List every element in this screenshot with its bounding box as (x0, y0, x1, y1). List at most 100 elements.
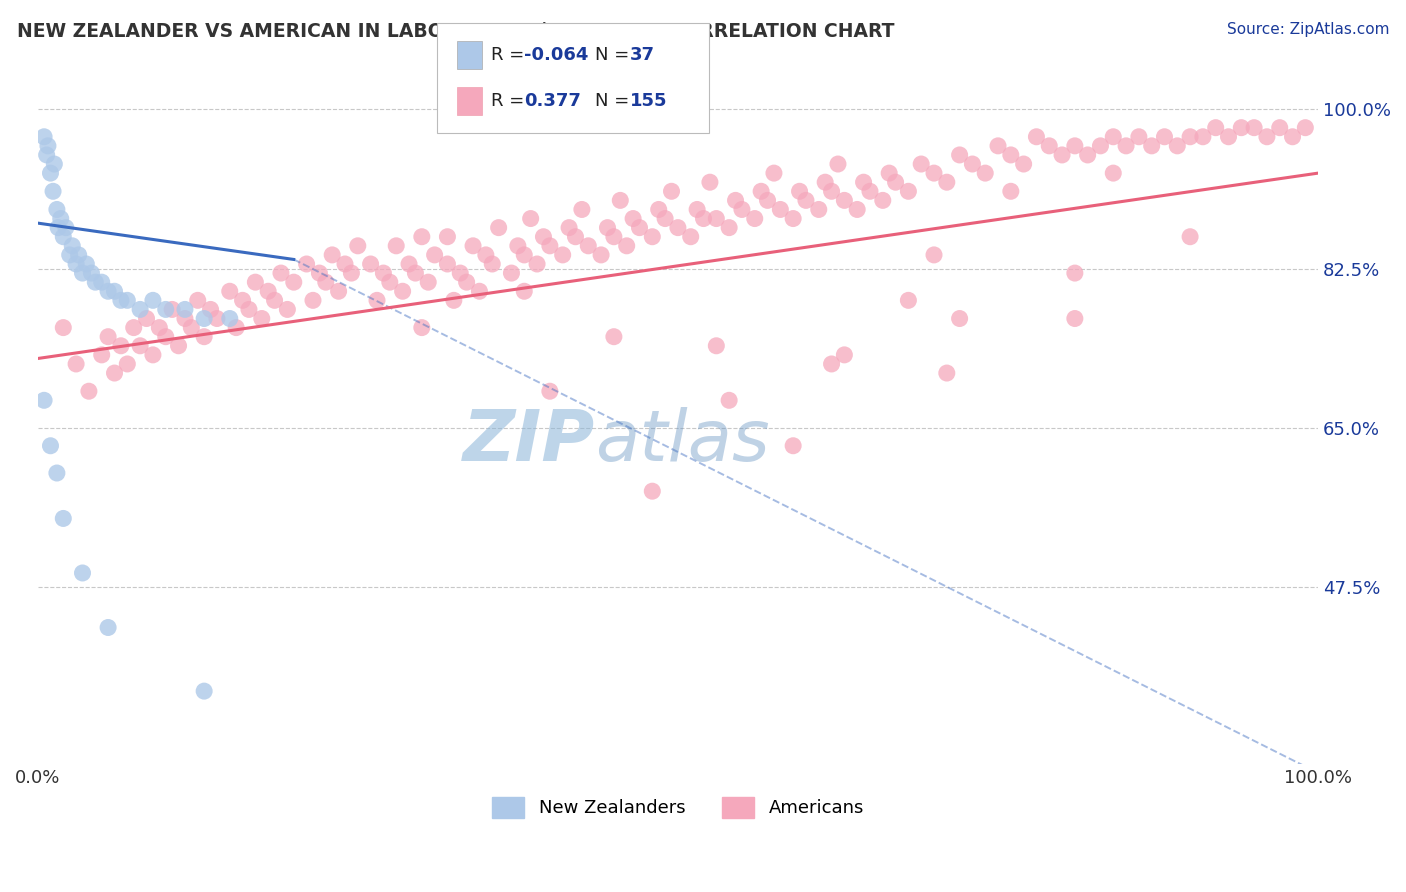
Point (756, 194, 779, 208)
Point (117, 357, 139, 371)
Point (666, 220, 689, 235)
Point (391, 285, 413, 299)
Point (749, 184, 772, 198)
Point (35, 148, 58, 162)
Point (782, 211, 804, 226)
Point (366, 293, 388, 308)
Point (257, 285, 280, 299)
Point (987, 139, 1010, 153)
Point (513, 248, 536, 262)
Point (621, 211, 644, 226)
Point (744, 211, 766, 226)
Point (295, 257, 318, 271)
Point (834, 348, 856, 362)
Point (80, 266, 103, 280)
Point (538, 239, 561, 253)
Point (1063, 311, 1085, 326)
Point (52, 320, 75, 334)
Point (704, 211, 727, 226)
Point (110, 293, 132, 308)
Point (1268, 120, 1291, 135)
Text: -0.064: -0.064 (524, 45, 589, 64)
Point (488, 220, 510, 235)
Point (39, 166, 62, 180)
Point (398, 257, 420, 271)
Point (308, 266, 330, 280)
Point (1090, 139, 1112, 153)
Point (704, 339, 727, 353)
Point (935, 175, 957, 189)
Text: 0.377: 0.377 (524, 92, 581, 110)
Point (827, 157, 849, 171)
Point (449, 266, 471, 280)
Point (193, 311, 215, 326)
Point (72, 266, 94, 280)
Point (97, 620, 120, 634)
Point (142, 348, 165, 362)
Point (418, 275, 440, 289)
Point (1063, 266, 1085, 280)
Point (468, 285, 491, 299)
Point (949, 148, 972, 162)
Point (641, 484, 664, 499)
Point (762, 166, 785, 180)
Point (122, 320, 145, 334)
Text: R =: R = (491, 45, 530, 64)
Point (49, 211, 72, 226)
Point (404, 266, 426, 280)
Point (321, 248, 343, 262)
Point (564, 229, 586, 244)
Point (270, 266, 292, 280)
Point (360, 257, 382, 271)
Text: 37: 37 (630, 45, 655, 64)
Point (1025, 129, 1047, 144)
Point (167, 339, 190, 353)
Point (218, 285, 240, 299)
Point (1050, 148, 1073, 162)
Point (1038, 139, 1060, 153)
Point (922, 166, 945, 180)
Point (724, 194, 747, 208)
Point (276, 302, 298, 317)
Point (1205, 120, 1227, 135)
Point (218, 311, 240, 326)
Point (558, 220, 581, 235)
Point (37, 139, 59, 153)
Point (129, 302, 152, 317)
Point (1256, 129, 1278, 144)
Point (1294, 120, 1316, 135)
Point (769, 202, 792, 217)
Point (263, 293, 285, 308)
Point (1000, 148, 1022, 162)
Point (501, 266, 523, 280)
Point (628, 220, 651, 235)
Point (461, 239, 484, 253)
Point (1000, 184, 1022, 198)
Point (1012, 157, 1035, 171)
Point (718, 393, 741, 408)
Point (205, 311, 228, 326)
Point (935, 366, 957, 380)
Point (475, 248, 498, 262)
Point (60, 239, 83, 253)
Point (333, 257, 356, 271)
Point (551, 248, 574, 262)
Point (506, 239, 529, 253)
Point (302, 293, 325, 308)
Point (103, 366, 125, 380)
Point (187, 293, 209, 308)
Point (877, 166, 900, 180)
Point (340, 266, 363, 280)
Point (44, 157, 66, 171)
Point (922, 248, 945, 262)
Point (193, 329, 215, 343)
Point (77, 384, 100, 399)
Point (1153, 129, 1175, 144)
Point (45, 466, 67, 480)
Point (328, 285, 350, 299)
Point (782, 439, 804, 453)
Point (654, 211, 676, 226)
Point (603, 329, 626, 343)
Point (834, 194, 856, 208)
Point (97, 285, 120, 299)
